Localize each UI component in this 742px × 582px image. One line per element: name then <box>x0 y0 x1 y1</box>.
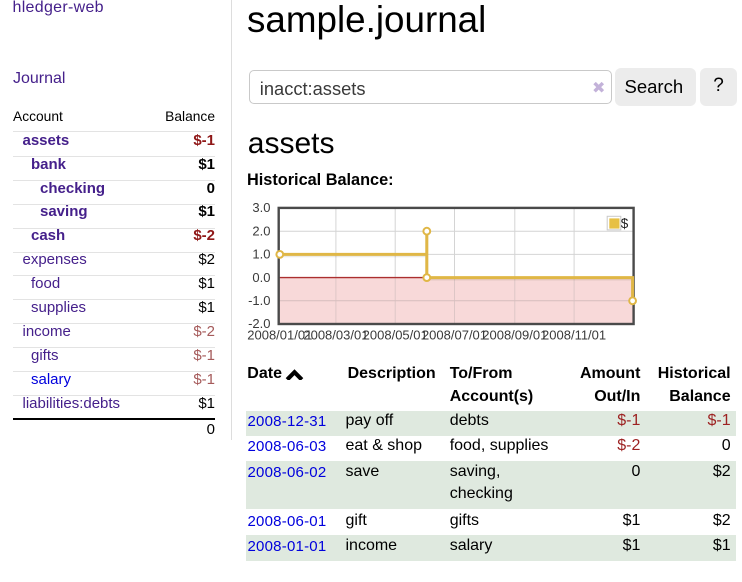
svg-text:2008/03/01: 2008/03/01 <box>303 327 368 342</box>
svg-text:$: $ <box>621 216 629 231</box>
svg-text:1.0: 1.0 <box>252 247 270 262</box>
svg-text:2008/05/01: 2008/05/01 <box>363 327 428 342</box>
svg-text:2008/01/01: 2008/01/01 <box>247 327 312 342</box>
svg-text:2008/07/01: 2008/07/01 <box>422 327 487 342</box>
svg-text:2008/11/01: 2008/11/01 <box>542 327 606 342</box>
svg-text:-1.0: -1.0 <box>248 293 270 308</box>
svg-text:3.0: 3.0 <box>252 200 270 215</box>
svg-text:2.0: 2.0 <box>252 223 270 238</box>
svg-text:2008/09/01: 2008/09/01 <box>482 327 547 342</box>
svg-text:0.0: 0.0 <box>252 270 270 285</box>
svg-text:-2.0: -2.0 <box>248 316 270 331</box>
